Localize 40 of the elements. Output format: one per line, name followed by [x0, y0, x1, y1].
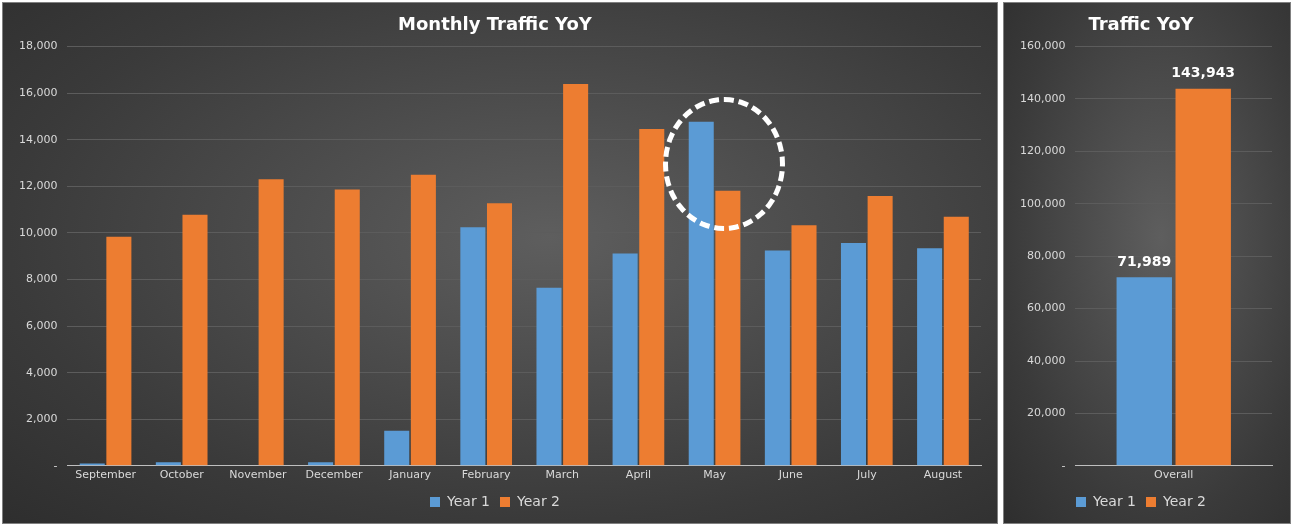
y-tick-label: 4,000: [25, 365, 58, 379]
legend-label: Year 2: [516, 492, 560, 509]
x-tick-label: December: [305, 468, 363, 482]
x-tick-label: October: [159, 468, 205, 482]
x-tick-label: Overall: [1154, 468, 1194, 482]
y-tick-label: 20,000: [1026, 406, 1066, 420]
y-tick-label: 14,000: [18, 132, 58, 146]
legend-label: Year 1: [1092, 492, 1136, 509]
x-tick-label: September: [75, 468, 137, 482]
x-tick-label: June: [777, 468, 803, 482]
y-tick-label: 12,000: [18, 179, 58, 193]
y-tick-label: 18,000: [18, 39, 58, 53]
y-tick-label: 16,000: [18, 86, 58, 100]
data-label: 71,989: [1117, 252, 1172, 269]
x-tick-label: August: [923, 468, 963, 482]
x-tick-label: February: [461, 468, 512, 482]
y-tick-label: 100,000: [1019, 196, 1066, 210]
chart-title: Traffic YoY: [1088, 13, 1195, 35]
y-tick-label: 40,000: [1026, 353, 1066, 367]
y-tick-label: 80,000: [1026, 249, 1066, 263]
y-tick-label: 120,000: [1019, 144, 1066, 158]
y-tick-label: 6,000: [25, 318, 58, 332]
legend-label: Year 2: [1162, 492, 1206, 509]
x-tick-label: January: [388, 468, 432, 482]
x-tick-label: November: [229, 468, 287, 482]
y-tick-label: 10,000: [18, 225, 58, 239]
y-tick-label: -: [1061, 458, 1066, 472]
chart-title: Monthly Traffic YoY: [398, 13, 593, 35]
x-tick-label: April: [625, 468, 652, 482]
legend-label: Year 1: [446, 492, 490, 509]
y-tick-label: 60,000: [1026, 301, 1066, 315]
y-tick-label: 8,000: [25, 272, 58, 286]
x-tick-label: July: [855, 468, 878, 482]
y-tick-label: 160,000: [1019, 39, 1066, 53]
x-tick-label: May: [703, 468, 727, 482]
y-tick-label: 2,000: [25, 412, 58, 426]
x-tick-label: March: [545, 468, 580, 482]
data-label: 143,943: [1171, 64, 1236, 81]
y-tick-label: 140,000: [1019, 91, 1066, 105]
y-tick-label: -: [53, 458, 58, 472]
